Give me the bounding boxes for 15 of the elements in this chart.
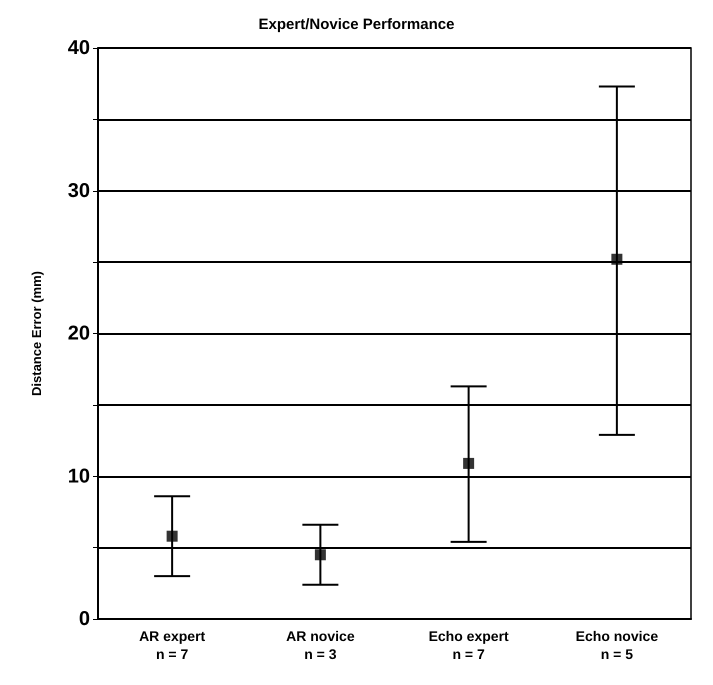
y-tick-label: 40	[68, 37, 90, 59]
point	[166, 530, 178, 542]
point	[611, 254, 622, 265]
y-tick-label: 10	[68, 465, 90, 488]
y-tick-label: 20	[68, 322, 90, 344]
y-axis-title: Distance Error (mm)	[29, 271, 44, 396]
x-tick-label: Echo novice n = 5	[576, 628, 658, 662]
point	[314, 549, 326, 560]
x-tick-label: Echo expert n = 7	[428, 628, 510, 662]
chart-title: Expert/Novice Performance	[258, 16, 454, 33]
y-tick-label: 30	[68, 180, 90, 202]
x-tick-label: AR novice n = 3	[286, 628, 355, 662]
point	[463, 458, 474, 469]
y-tick-label: 0	[78, 608, 90, 630]
x-tick-label: AR expert n = 7	[139, 628, 206, 662]
